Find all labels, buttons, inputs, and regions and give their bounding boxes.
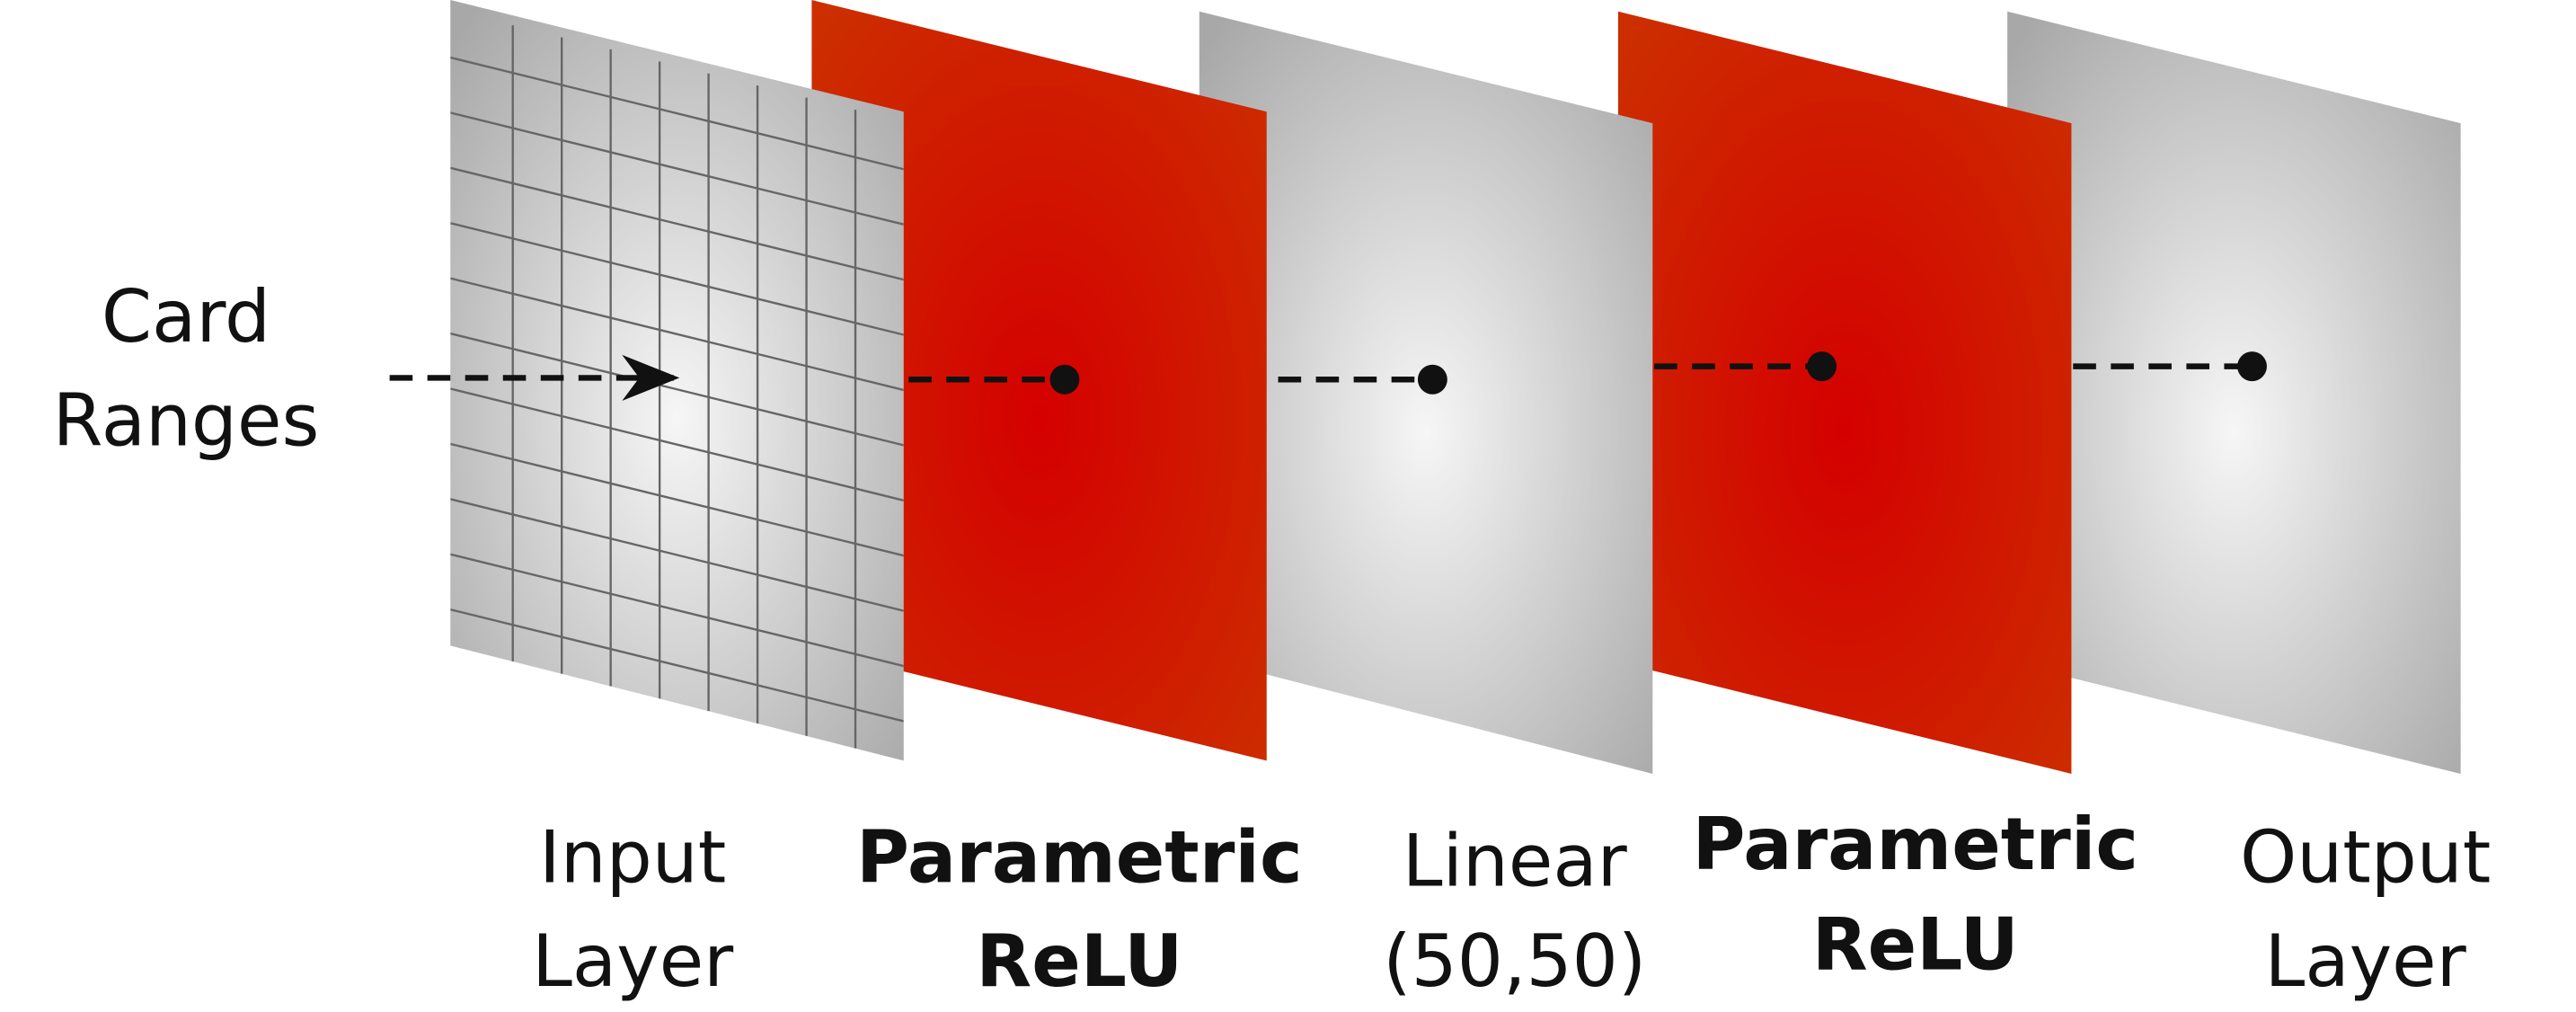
layer-label: Layer bbox=[2265, 919, 2467, 1003]
network-diagram: Card Ranges Input Layer Parametric ReLU … bbox=[0, 0, 2576, 1012]
layer-label: Output bbox=[2240, 815, 2491, 900]
page: {"input_label": {"line1": "Card", "line2… bbox=[0, 0, 2576, 1012]
node bbox=[1807, 351, 1837, 381]
node bbox=[2237, 351, 2267, 381]
prelu-panel-2 bbox=[1618, 12, 2072, 774]
input-label: Card bbox=[102, 274, 270, 359]
layer-label: Parametric bbox=[1692, 802, 2138, 886]
node bbox=[1418, 365, 1447, 395]
layer-label: ReLU bbox=[976, 919, 1182, 1003]
layer-label: Parametric bbox=[856, 815, 1303, 900]
layer-label: Layer bbox=[532, 919, 734, 1003]
input-label: Ranges bbox=[53, 377, 320, 462]
layer-label: Linear bbox=[1403, 818, 1628, 902]
node bbox=[1049, 365, 1079, 395]
layer-label: (50,50) bbox=[1383, 919, 1646, 1003]
layer-label: ReLU bbox=[1812, 902, 2019, 987]
layer-label: Input bbox=[539, 815, 726, 900]
output-panel bbox=[2007, 12, 2461, 774]
